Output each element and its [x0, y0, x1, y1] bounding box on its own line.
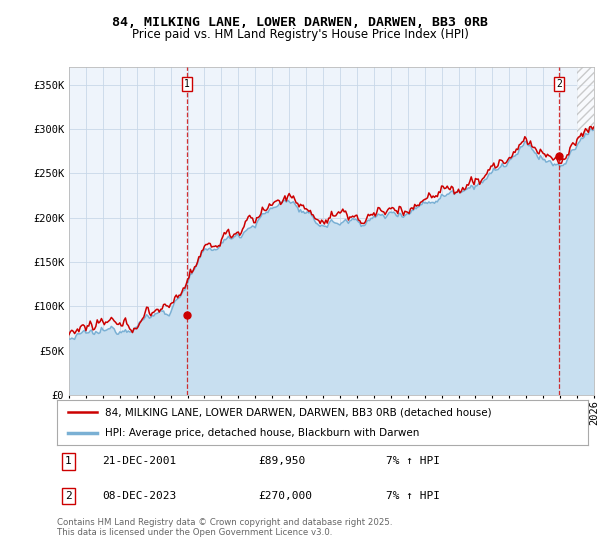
- Text: 2: 2: [65, 491, 72, 501]
- Text: 7% ↑ HPI: 7% ↑ HPI: [386, 456, 440, 466]
- Text: 84, MILKING LANE, LOWER DARWEN, DARWEN, BB3 0RB (detached house): 84, MILKING LANE, LOWER DARWEN, DARWEN, …: [105, 408, 491, 418]
- Text: 21-DEC-2001: 21-DEC-2001: [102, 456, 176, 466]
- Text: 1: 1: [65, 456, 72, 466]
- Text: £270,000: £270,000: [259, 491, 313, 501]
- Text: Price paid vs. HM Land Registry's House Price Index (HPI): Price paid vs. HM Land Registry's House …: [131, 28, 469, 41]
- Text: Contains HM Land Registry data © Crown copyright and database right 2025.
This d: Contains HM Land Registry data © Crown c…: [57, 518, 392, 538]
- Text: £89,950: £89,950: [259, 456, 306, 466]
- Text: HPI: Average price, detached house, Blackburn with Darwen: HPI: Average price, detached house, Blac…: [105, 428, 419, 438]
- Text: 84, MILKING LANE, LOWER DARWEN, DARWEN, BB3 0RB: 84, MILKING LANE, LOWER DARWEN, DARWEN, …: [112, 16, 488, 29]
- Text: 1: 1: [184, 78, 190, 88]
- Text: 7% ↑ HPI: 7% ↑ HPI: [386, 491, 440, 501]
- Text: 2: 2: [556, 78, 562, 88]
- Text: 08-DEC-2023: 08-DEC-2023: [102, 491, 176, 501]
